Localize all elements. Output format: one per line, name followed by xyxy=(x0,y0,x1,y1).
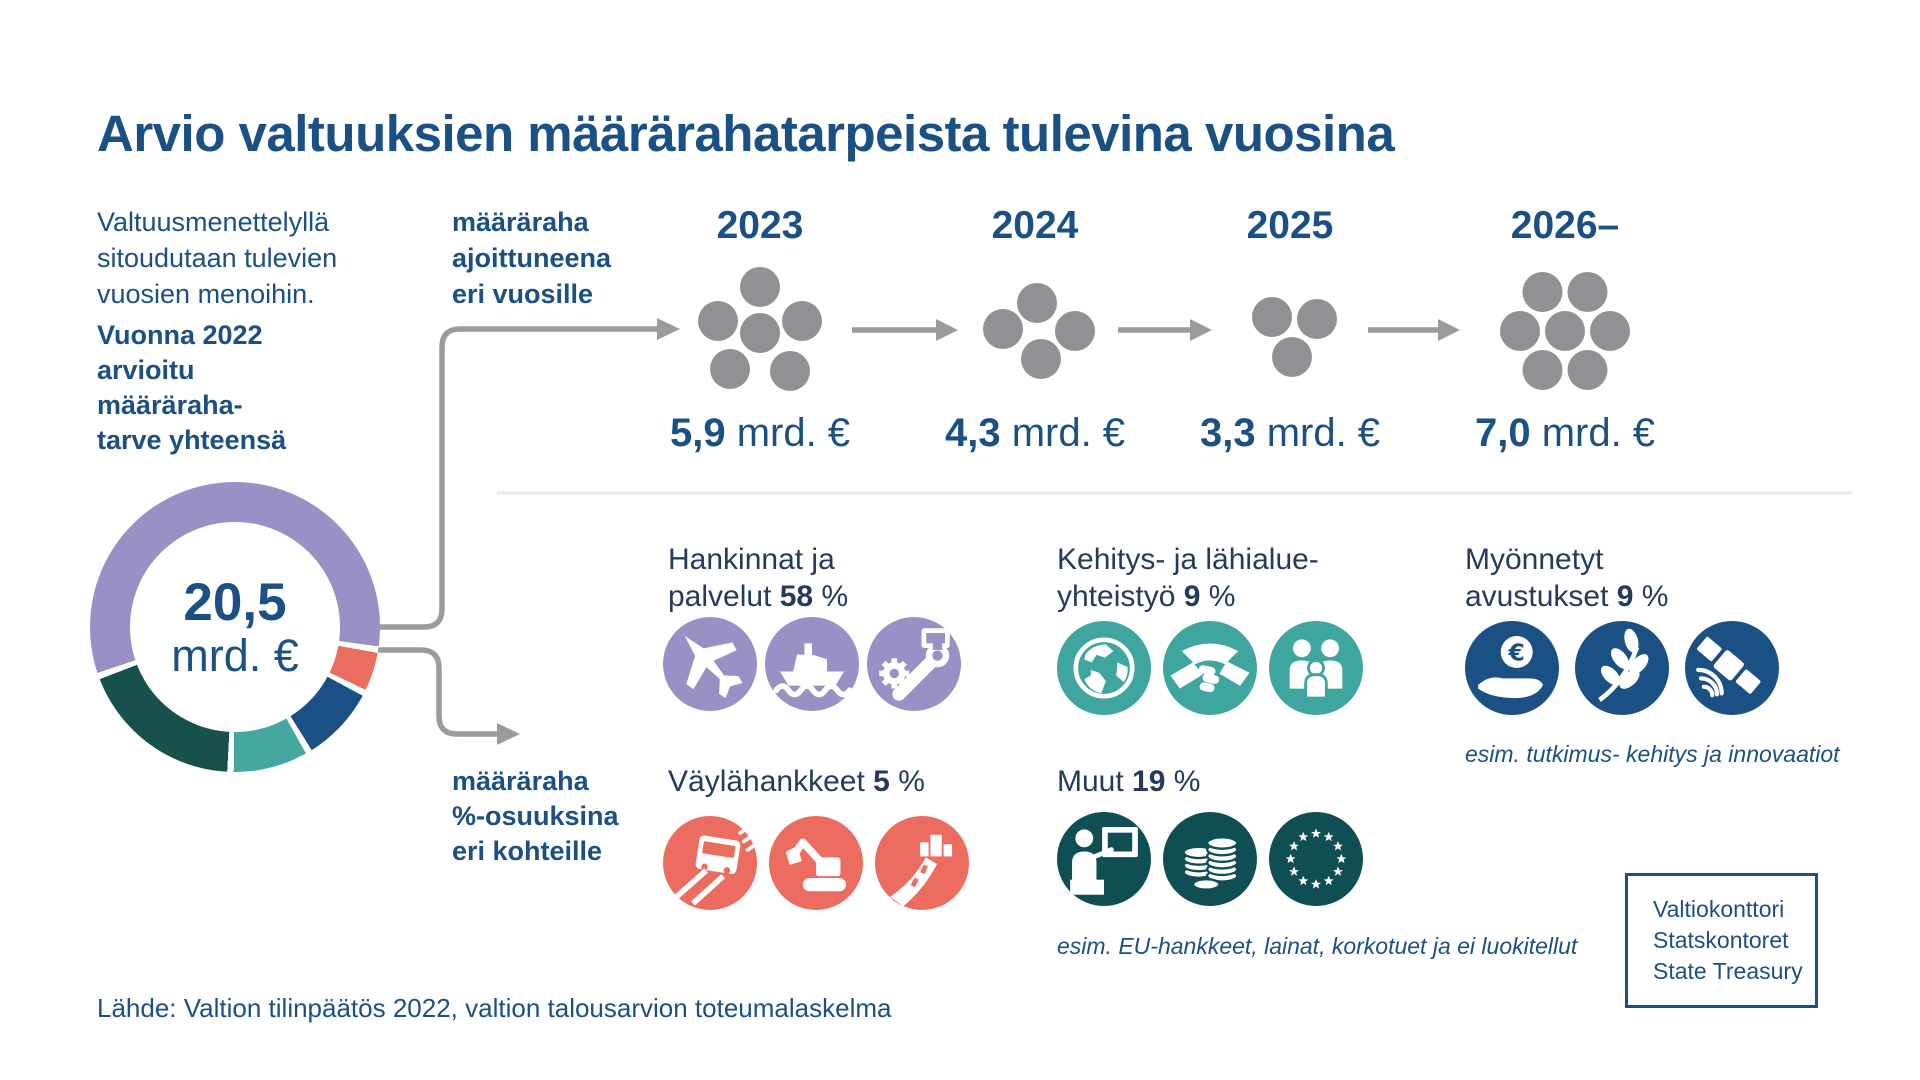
arrowhead-2026-icon xyxy=(1438,319,1460,341)
timeline-year: 2025 xyxy=(1246,204,1334,247)
satellite-icon xyxy=(1685,621,1779,715)
connector-to-distribution xyxy=(375,647,497,737)
timeline-column-2025: 2025 3,3 mrd. € xyxy=(1200,203,1380,456)
timeline-year: 2023 xyxy=(716,204,804,247)
amount-unit: mrd. € xyxy=(1011,411,1126,455)
donut-center-label: 20,5 mrd. € xyxy=(130,522,340,732)
distribution-section-label: määräraha %-osuuksina eri kohteille xyxy=(452,766,619,866)
category-title-vaylahankkeet: Väylähankkeet 5 % xyxy=(668,765,925,798)
timeline-amount: 4,3 mrd. € xyxy=(915,411,1155,456)
plane-icon xyxy=(663,617,757,711)
timeline-column-2023: 2023 5,9 mrd. € xyxy=(670,203,850,456)
amount-value: 4,3 xyxy=(944,411,1001,455)
timeline-year: 2024 xyxy=(991,204,1079,247)
avustukset-caption: esim. tutkimus- kehitys ja innovaatiot xyxy=(1465,741,1840,767)
category-title-hankinnat: Hankinnat ja palvelut 58 % xyxy=(668,543,849,613)
arrowhead-2025-icon xyxy=(1190,319,1212,341)
dot-cluster-2025 xyxy=(1252,297,1337,377)
intro-text: Valtuusmenettelyllä sitoudutaan tulevien… xyxy=(97,207,338,309)
donut-total-unit: mrd. € xyxy=(171,629,299,681)
coins-icon xyxy=(1163,812,1257,906)
plant-icon xyxy=(1575,621,1669,715)
arrowhead-distribution-icon xyxy=(497,723,520,745)
dot-cluster-2023 xyxy=(698,267,822,391)
amount-unit: mrd. € xyxy=(1541,411,1656,455)
euro-hand-icon: € xyxy=(1465,621,1559,715)
eu-stars-icon xyxy=(1269,812,1363,906)
connector-to-timeline xyxy=(374,326,657,630)
category-icons-kehitys xyxy=(1057,621,1363,715)
category-icons-vaylahankkeet xyxy=(663,816,969,910)
muut-caption: esim. EU-hankkeet, lainat, korkotuet ja … xyxy=(1057,933,1578,959)
amount-unit: mrd. € xyxy=(1266,411,1381,455)
road-icon xyxy=(875,816,969,910)
dot-cluster-2026 xyxy=(1500,272,1630,390)
category-icons-avustukset: € xyxy=(1465,621,1779,715)
tools-icon xyxy=(867,617,961,711)
timeline-column-2024: 2024 4,3 mrd. € xyxy=(945,203,1125,456)
timeline-amount: 5,9 mrd. € xyxy=(640,411,880,456)
arrowhead-timeline-icon xyxy=(657,318,680,340)
arrowhead-2024-icon xyxy=(936,319,958,341)
dot-cluster-2024 xyxy=(983,283,1095,379)
logo-text: Valtiokonttori Statskontoret State Treas… xyxy=(1653,896,1803,984)
amount-unit: mrd. € xyxy=(736,411,851,455)
source-text: Lähde: Valtion tilinpäätös 2022, valtion… xyxy=(97,993,892,1023)
timeline-amount: 3,3 mrd. € xyxy=(1170,411,1410,456)
category-title-muut: Muut 19 % xyxy=(1057,765,1201,798)
globe-icon xyxy=(1057,621,1151,715)
amount-value: 3,3 xyxy=(1199,411,1256,455)
train-icon xyxy=(663,816,757,910)
timeline-section-label: määräraha ajoittuneena eri vuosille xyxy=(452,207,612,309)
total-estimate-label: Vuonna 2022 arvioitu määräraha- tarve yh… xyxy=(97,320,287,455)
handshake-icon xyxy=(1163,621,1257,715)
category-title-avustukset: Myönnetyt avustukset 9 % xyxy=(1465,543,1669,613)
timeline-column-2026: 2026– 7,0 mrd. € xyxy=(1475,203,1655,456)
category-title-kehitys: Kehitys- ja lähialue- yhteistyö 9 % xyxy=(1057,543,1319,613)
ship-icon xyxy=(765,617,859,711)
family-icon xyxy=(1269,621,1363,715)
category-icons-hankinnat xyxy=(663,617,961,711)
page-title: Arvio valtuuksien määrärahatarpeista tul… xyxy=(97,105,1395,163)
donut-total-value: 20,5 xyxy=(183,572,287,632)
svg-text:€: € xyxy=(1508,638,1525,666)
donut-chart: 20,5 mrd. € xyxy=(90,482,380,772)
timeline-year: 2026– xyxy=(1510,204,1620,247)
valtiokonttori-logo: Valtiokonttori Statskontoret State Treas… xyxy=(1625,873,1818,1008)
amount-value: 5,9 xyxy=(669,411,726,455)
excavator-icon xyxy=(769,816,863,910)
timeline-amount: 7,0 mrd. € xyxy=(1445,411,1685,456)
amount-value: 7,0 xyxy=(1474,411,1531,455)
teacher-icon xyxy=(1057,812,1151,906)
category-icons-muut xyxy=(1057,812,1363,906)
